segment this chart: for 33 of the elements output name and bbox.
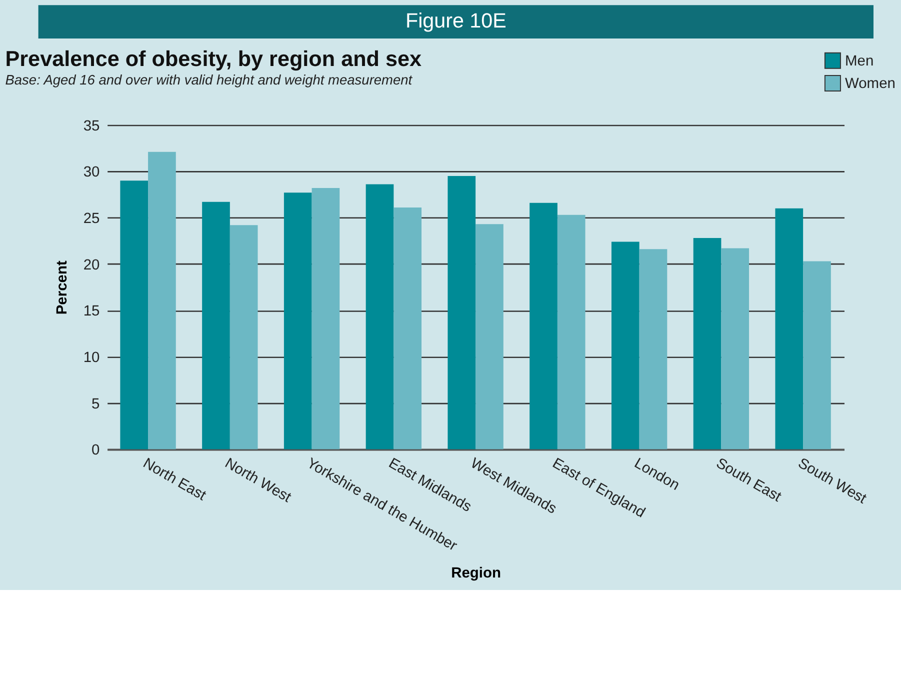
y-tick-label: 20 [83,257,100,274]
y-tick-label: 5 [92,396,100,412]
legend-label: Men [844,54,874,70]
bar [312,188,340,450]
bar [366,184,394,450]
caption: Figure 10E [405,10,506,33]
bar [721,248,750,450]
bar [202,202,230,450]
chart-subtitle: Base: Aged 16 and over with valid height and weight measurement [5,72,414,88]
x-axis-title: Region [451,565,501,582]
bar [803,261,831,450]
y-axis-title: Percent [54,260,71,315]
chart-title: Prevalence of obesity, by region and sex [5,46,422,72]
bar [120,180,148,450]
bar [530,202,558,450]
bar [394,207,422,450]
y-tick-label: 35 [83,118,100,134]
bar [230,225,258,450]
bar [148,152,176,450]
bar [639,249,668,450]
y-tick-label: 30 [83,164,100,181]
bar [611,242,640,450]
bar [775,208,804,450]
y-tick-label: 0 [92,442,100,459]
bar [448,176,476,450]
legend-label: Women [844,76,896,92]
y-tick-label: 25 [83,211,100,228]
bar [476,224,504,450]
bar [557,214,586,450]
y-tick-label: 15 [83,304,100,320]
bar [693,238,722,450]
bar [284,192,312,450]
y-tick-label: 10 [83,350,100,366]
